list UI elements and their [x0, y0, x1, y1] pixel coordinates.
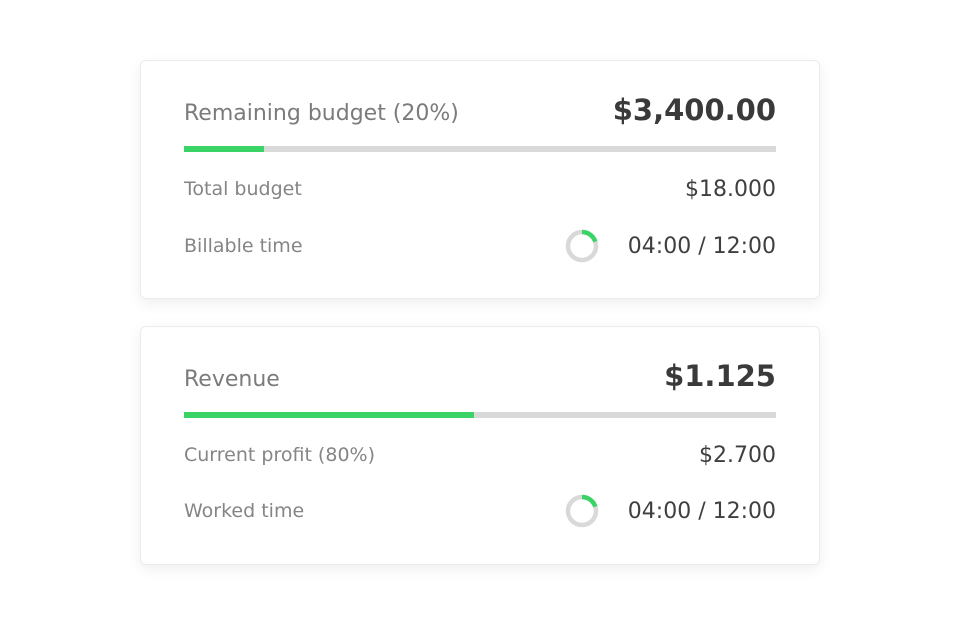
- row-label: Current profit (80%): [184, 444, 375, 466]
- worked-time-row: Worked time 04:00 / 12:00: [184, 494, 776, 528]
- row-label: Total budget: [184, 178, 302, 200]
- row-label: Worked time: [184, 500, 305, 522]
- progress-ring-icon: [565, 229, 599, 263]
- card-title: Revenue: [184, 367, 280, 392]
- row-value: $18.000: [685, 176, 776, 202]
- ring-fill: [565, 494, 599, 528]
- progress-bar: [184, 146, 776, 152]
- budget-card: Remaining budget (20%) $3,400.00 Total bu…: [140, 60, 820, 299]
- billable-time-row: Billable time 04:00 / 12:00: [184, 229, 776, 263]
- ring-fill: [565, 229, 599, 263]
- row-value: $2.700: [699, 442, 776, 468]
- progress-fill: [184, 412, 475, 418]
- row-value: 04:00 / 12:00: [627, 498, 776, 524]
- progress-bar: [184, 412, 776, 418]
- row-label: Billable time: [184, 235, 303, 257]
- card-amount: $3,400.00: [612, 93, 776, 127]
- revenue-card: Revenue $1.125 Current profit (80%) $2.700…: [140, 326, 820, 565]
- row-value: 04:00 / 12:00: [627, 233, 776, 259]
- current-profit-row: Current profit (80%) $2.700: [184, 438, 776, 472]
- card-title: Remaining budget (20%): [184, 101, 459, 126]
- progress-ring-icon: [565, 494, 599, 528]
- progress-fill: [184, 146, 264, 152]
- card-amount: $1.125: [664, 359, 776, 393]
- total-budget-row: Total budget $18.000: [184, 172, 776, 206]
